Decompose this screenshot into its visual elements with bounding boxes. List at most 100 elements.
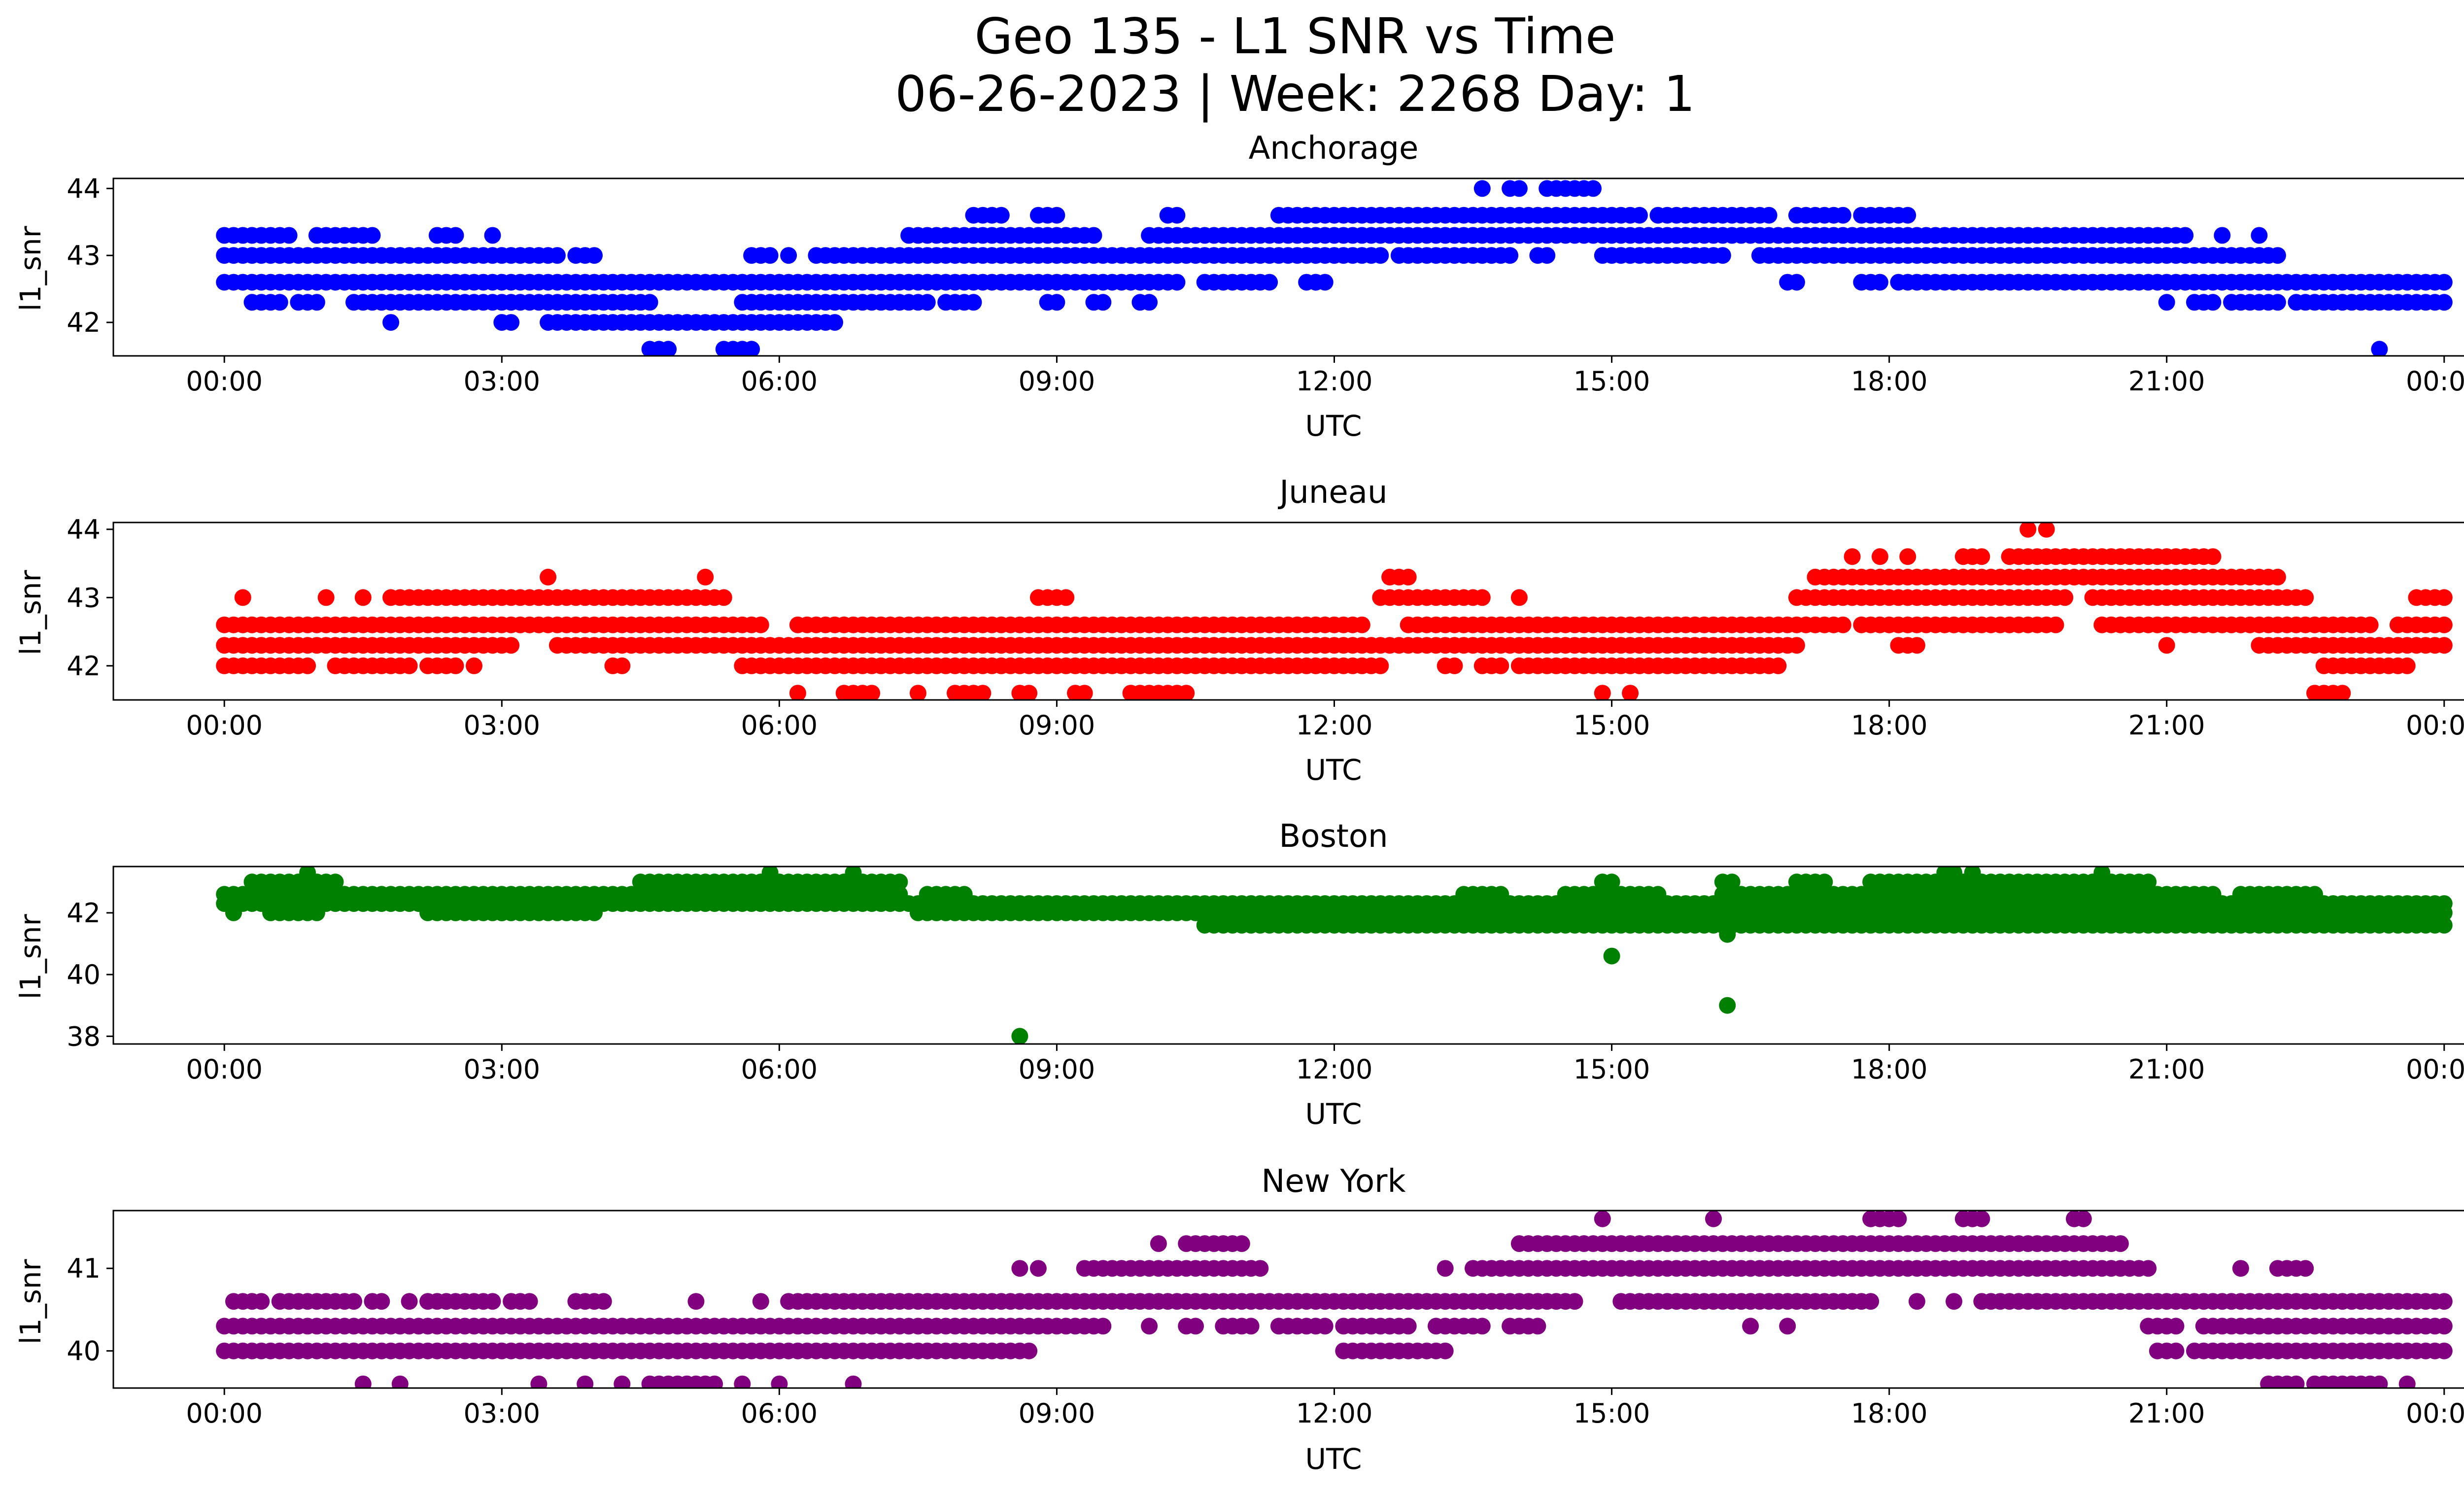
data-point <box>327 873 344 891</box>
data-point <box>891 873 908 891</box>
data-point <box>1473 589 1491 606</box>
x-tick-label: 00:00 <box>186 710 263 741</box>
data-point <box>1372 247 1389 264</box>
x-tick-label: 12:00 <box>1296 366 1373 397</box>
y-tick-label: 44 <box>67 514 101 545</box>
data-point <box>715 589 732 606</box>
data-point <box>891 886 908 903</box>
y-tick-label: 42 <box>67 898 101 929</box>
data-point <box>1834 207 1851 224</box>
data-point <box>548 247 566 264</box>
data-point <box>2038 522 2055 538</box>
x-tick-label: 21:00 <box>2128 1054 2205 1085</box>
data-point <box>354 1375 372 1388</box>
x-tick-label: 03:00 <box>463 1054 540 1085</box>
data-point <box>2398 1375 2416 1388</box>
data-point <box>1649 886 1667 903</box>
data-point <box>540 568 557 586</box>
y-axis-label: l1_snr <box>14 570 47 655</box>
panel-title: Anchorage <box>1249 130 1419 167</box>
x-tick-label: 09:00 <box>1019 1054 1095 1085</box>
data-point <box>1603 873 1620 891</box>
data-point <box>2232 1260 2249 1277</box>
data-point <box>956 886 973 903</box>
data-point <box>530 1375 548 1388</box>
data-point <box>1973 548 1990 565</box>
data-point <box>1908 1293 1925 1310</box>
data-point <box>317 589 335 606</box>
data-point <box>2435 1318 2453 1335</box>
data-point <box>1899 207 1916 224</box>
data-point <box>1788 274 1805 291</box>
data-point <box>2361 616 2379 633</box>
data-point <box>687 1293 705 1310</box>
data-point <box>484 227 501 244</box>
data-point <box>2204 548 2222 565</box>
y-tick-label: 40 <box>67 959 101 990</box>
data-point <box>845 1375 862 1388</box>
data-point <box>1316 274 1334 291</box>
data-point <box>1594 1211 1611 1227</box>
data-point <box>2140 1260 2157 1277</box>
data-point <box>1899 548 1916 565</box>
panel-title: Boston <box>1279 818 1388 855</box>
data-point <box>909 685 926 700</box>
x-tick-label: 12:00 <box>1296 1398 1373 1429</box>
x-tick-label: 00:00 <box>2406 1054 2464 1085</box>
x-tick-label: 00:00 <box>2406 366 2464 397</box>
data-point <box>2269 568 2286 586</box>
data-point <box>391 1375 409 1388</box>
data-point <box>1029 1260 1047 1277</box>
panel-title: New York <box>1261 1163 1405 1200</box>
data-point <box>2112 1235 2129 1252</box>
data-point <box>1400 568 1417 586</box>
data-point <box>1178 685 1195 700</box>
data-point <box>253 1293 270 1310</box>
data-point <box>2371 1375 2388 1388</box>
x-tick-label: 18:00 <box>1851 710 1928 741</box>
x-tick-label: 00:00 <box>2406 1398 2464 1429</box>
data-point <box>2435 637 2453 654</box>
data-point <box>595 1293 612 1310</box>
data-point <box>1631 207 1648 224</box>
data-point <box>586 247 603 264</box>
data-point <box>743 341 760 356</box>
x-tick-label: 21:00 <box>2128 710 2205 741</box>
data-point <box>1723 873 1741 891</box>
data-point <box>974 685 992 700</box>
data-point <box>1372 657 1389 674</box>
data-point <box>2371 341 2388 356</box>
data-point <box>1150 1235 1167 1252</box>
data-point <box>1705 1211 1722 1227</box>
data-point <box>1473 180 1491 197</box>
data-point <box>1473 1318 1491 1335</box>
data-point <box>1085 227 1102 244</box>
data-point <box>1742 1318 1759 1335</box>
y-axis-label: l1_snr <box>14 914 47 999</box>
data-point <box>1539 247 1556 264</box>
data-point <box>1871 274 1888 291</box>
data-point <box>2075 1211 2092 1227</box>
data-point <box>234 589 251 606</box>
x-tick-label: 21:00 <box>2128 366 2205 397</box>
data-point <box>1316 1318 1334 1335</box>
x-axis-label: UTC <box>1305 753 1362 787</box>
y-tick-label: 41 <box>67 1253 101 1284</box>
scatter-series <box>216 522 2453 700</box>
data-point <box>2435 274 2453 291</box>
data-point <box>1400 1318 1417 1335</box>
data-point <box>1492 886 1509 903</box>
x-tick-label: 09:00 <box>1019 366 1095 397</box>
data-point <box>1011 1260 1028 1277</box>
x-tick-label: 09:00 <box>1019 710 1095 741</box>
data-point <box>1566 1293 1583 1310</box>
data-point <box>354 589 372 606</box>
data-point <box>1529 1318 1546 1335</box>
panel-anchorage: Anchorage UTC l1_snr 00:00 03:00 06:00 09:0… <box>14 130 2464 443</box>
data-point <box>2056 589 2074 606</box>
data-point <box>2288 1375 2305 1388</box>
data-point <box>2158 294 2175 311</box>
y-tick-label: 44 <box>67 173 101 204</box>
data-point <box>1779 1318 1796 1335</box>
data-point <box>614 1375 631 1388</box>
